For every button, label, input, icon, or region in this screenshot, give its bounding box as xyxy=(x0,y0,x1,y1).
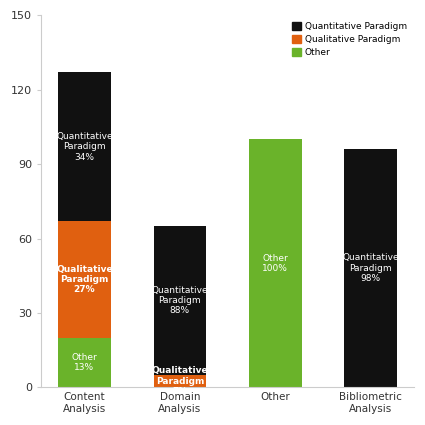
Bar xyxy=(345,149,397,388)
Bar xyxy=(153,226,206,375)
Bar xyxy=(153,375,206,388)
Text: Quantitative
Paradigm
88%: Quantitative Paradigm 88% xyxy=(152,286,208,315)
Legend: Quantitative Paradigm, Qualitative Paradigm, Other: Quantitative Paradigm, Qualitative Parad… xyxy=(289,20,409,60)
Text: Quantitative
Paradigm
98%: Quantitative Paradigm 98% xyxy=(343,253,399,283)
Bar xyxy=(249,139,301,388)
Bar xyxy=(58,338,110,388)
Text: Other
100%: Other 100% xyxy=(262,254,288,273)
Text: Qualitative
Paradigm
7%: Qualitative Paradigm 7% xyxy=(152,366,208,396)
Text: Quantitative
Paradigm
34%: Quantitative Paradigm 34% xyxy=(56,132,113,162)
Text: Other
13%: Other 13% xyxy=(71,353,97,372)
Bar xyxy=(58,221,110,338)
Bar xyxy=(58,72,110,221)
Text: Qualitative
Paradigm
27%: Qualitative Paradigm 27% xyxy=(56,264,113,295)
